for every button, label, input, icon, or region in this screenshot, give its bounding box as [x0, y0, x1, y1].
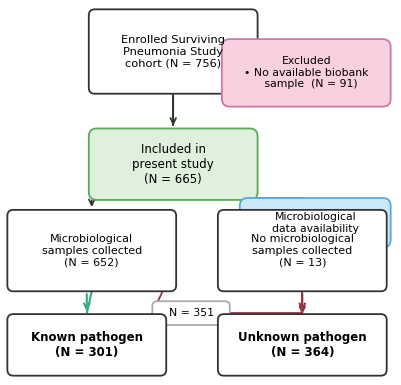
Text: Microbiological
data availability: Microbiological data availability [272, 212, 358, 234]
Text: Excluded
• No available biobank
   sample  (N = 91): Excluded • No available biobank sample (… [244, 56, 369, 89]
FancyBboxPatch shape [7, 210, 176, 291]
FancyBboxPatch shape [89, 129, 257, 200]
Text: No microbiological
samples collected
(N = 13): No microbiological samples collected (N … [251, 234, 354, 267]
Text: Known pathogen
(N = 301): Known pathogen (N = 301) [31, 331, 143, 359]
FancyBboxPatch shape [7, 314, 166, 376]
Text: Included in
present study
(N = 665): Included in present study (N = 665) [132, 143, 214, 186]
FancyBboxPatch shape [152, 301, 230, 325]
FancyBboxPatch shape [89, 9, 257, 94]
Text: N = 351: N = 351 [168, 308, 214, 318]
FancyBboxPatch shape [240, 198, 391, 248]
Text: Enrolled Surviving
Pneumonia Study
cohort (N = 756): Enrolled Surviving Pneumonia Study cohor… [121, 35, 225, 68]
Text: Microbiological
samples collected
(N = 652): Microbiological samples collected (N = 6… [42, 234, 142, 267]
FancyBboxPatch shape [218, 314, 387, 376]
Text: Unknown pathogen
(N = 364): Unknown pathogen (N = 364) [238, 331, 367, 359]
FancyBboxPatch shape [218, 210, 387, 291]
FancyBboxPatch shape [222, 39, 391, 107]
